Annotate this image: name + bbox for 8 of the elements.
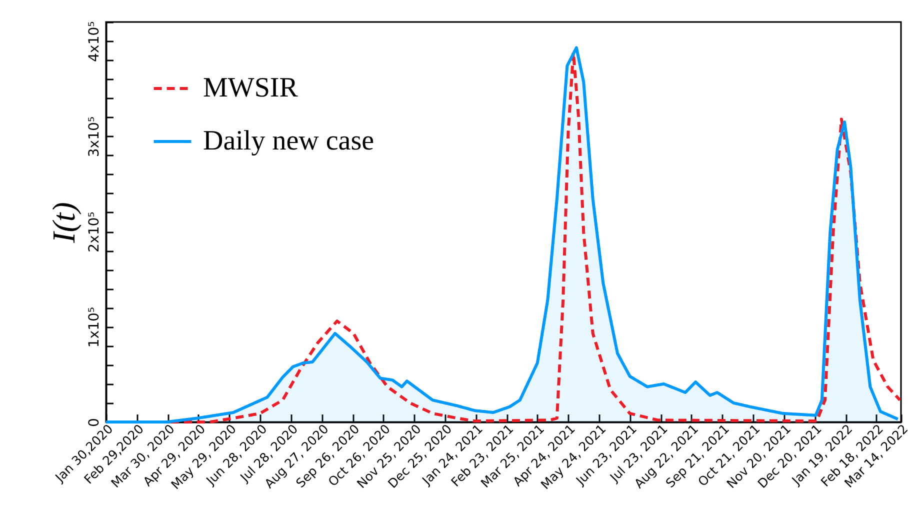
y-tick-label: 2x10⁵ bbox=[86, 212, 102, 252]
y-tick-label: 4x10⁵ bbox=[86, 21, 102, 62]
y-tick-label: 3x10⁵ bbox=[86, 116, 102, 158]
y-tick-label: 1x10⁵ bbox=[86, 306, 102, 348]
y-tick-label: 0 bbox=[86, 418, 102, 427]
legend-label: Daily new case bbox=[203, 126, 374, 156]
y-axis-title: I(t) bbox=[46, 202, 82, 244]
legend-label: MWSIR bbox=[203, 72, 298, 104]
